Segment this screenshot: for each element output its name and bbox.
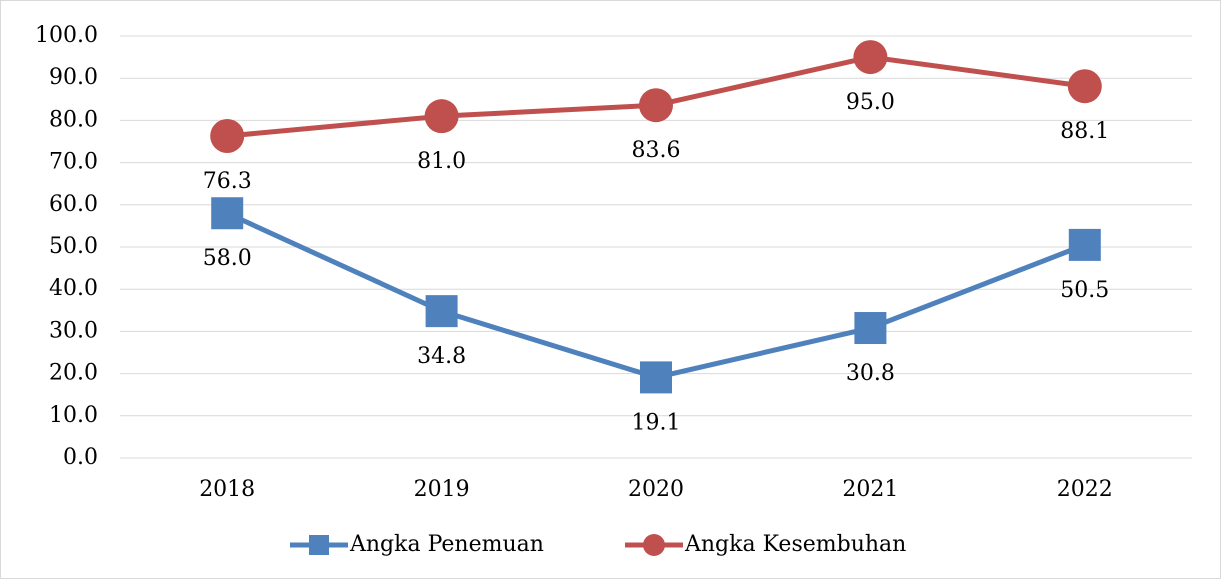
- x-tick-label: 2020: [628, 477, 684, 502]
- data-label: 76.3: [203, 169, 252, 194]
- point-marker: [424, 99, 459, 134]
- y-tick-label: 0.0: [63, 445, 98, 470]
- y-tick-label: 10.0: [49, 403, 98, 428]
- x-tick-label: 2022: [1057, 477, 1113, 502]
- x-tick-label: 2021: [842, 477, 898, 502]
- x-tick-label: 2018: [199, 477, 255, 502]
- data-label: 95.0: [846, 90, 895, 115]
- point-marker: [211, 197, 244, 230]
- x-tick-label: 2019: [414, 477, 470, 502]
- y-tick-label: 100.0: [35, 23, 98, 48]
- data-label: 30.8: [846, 361, 895, 386]
- y-tick-label: 60.0: [49, 192, 98, 217]
- point-marker: [854, 312, 887, 345]
- legend-label: Angka Penemuan: [349, 532, 544, 557]
- y-tick-label: 20.0: [49, 361, 98, 386]
- point-marker: [210, 119, 245, 154]
- point-marker: [1068, 228, 1101, 261]
- y-tick-label: 90.0: [49, 65, 98, 90]
- point-marker: [425, 295, 458, 328]
- y-tick-label: 70.0: [49, 150, 98, 175]
- data-label: 50.5: [1060, 278, 1109, 303]
- data-label: 81.0: [417, 149, 466, 174]
- y-tick-label: 80.0: [49, 107, 98, 132]
- point-marker: [639, 88, 673, 123]
- legend-marker: [309, 535, 329, 555]
- point-marker: [640, 361, 672, 394]
- legend-label: Angka Kesembuhan: [684, 532, 906, 557]
- data-label: 34.8: [417, 344, 466, 369]
- y-tick-label: 50.0: [49, 234, 98, 259]
- point-marker: [853, 40, 888, 75]
- y-tick-label: 30.0: [49, 318, 98, 343]
- legend-marker: [643, 534, 665, 556]
- data-label: 83.6: [632, 138, 681, 163]
- data-label: 58.0: [203, 246, 252, 271]
- data-label: 19.1: [632, 410, 681, 435]
- data-label: 88.1: [1060, 119, 1109, 144]
- point-marker: [1067, 69, 1102, 104]
- y-tick-label: 40.0: [49, 276, 98, 301]
